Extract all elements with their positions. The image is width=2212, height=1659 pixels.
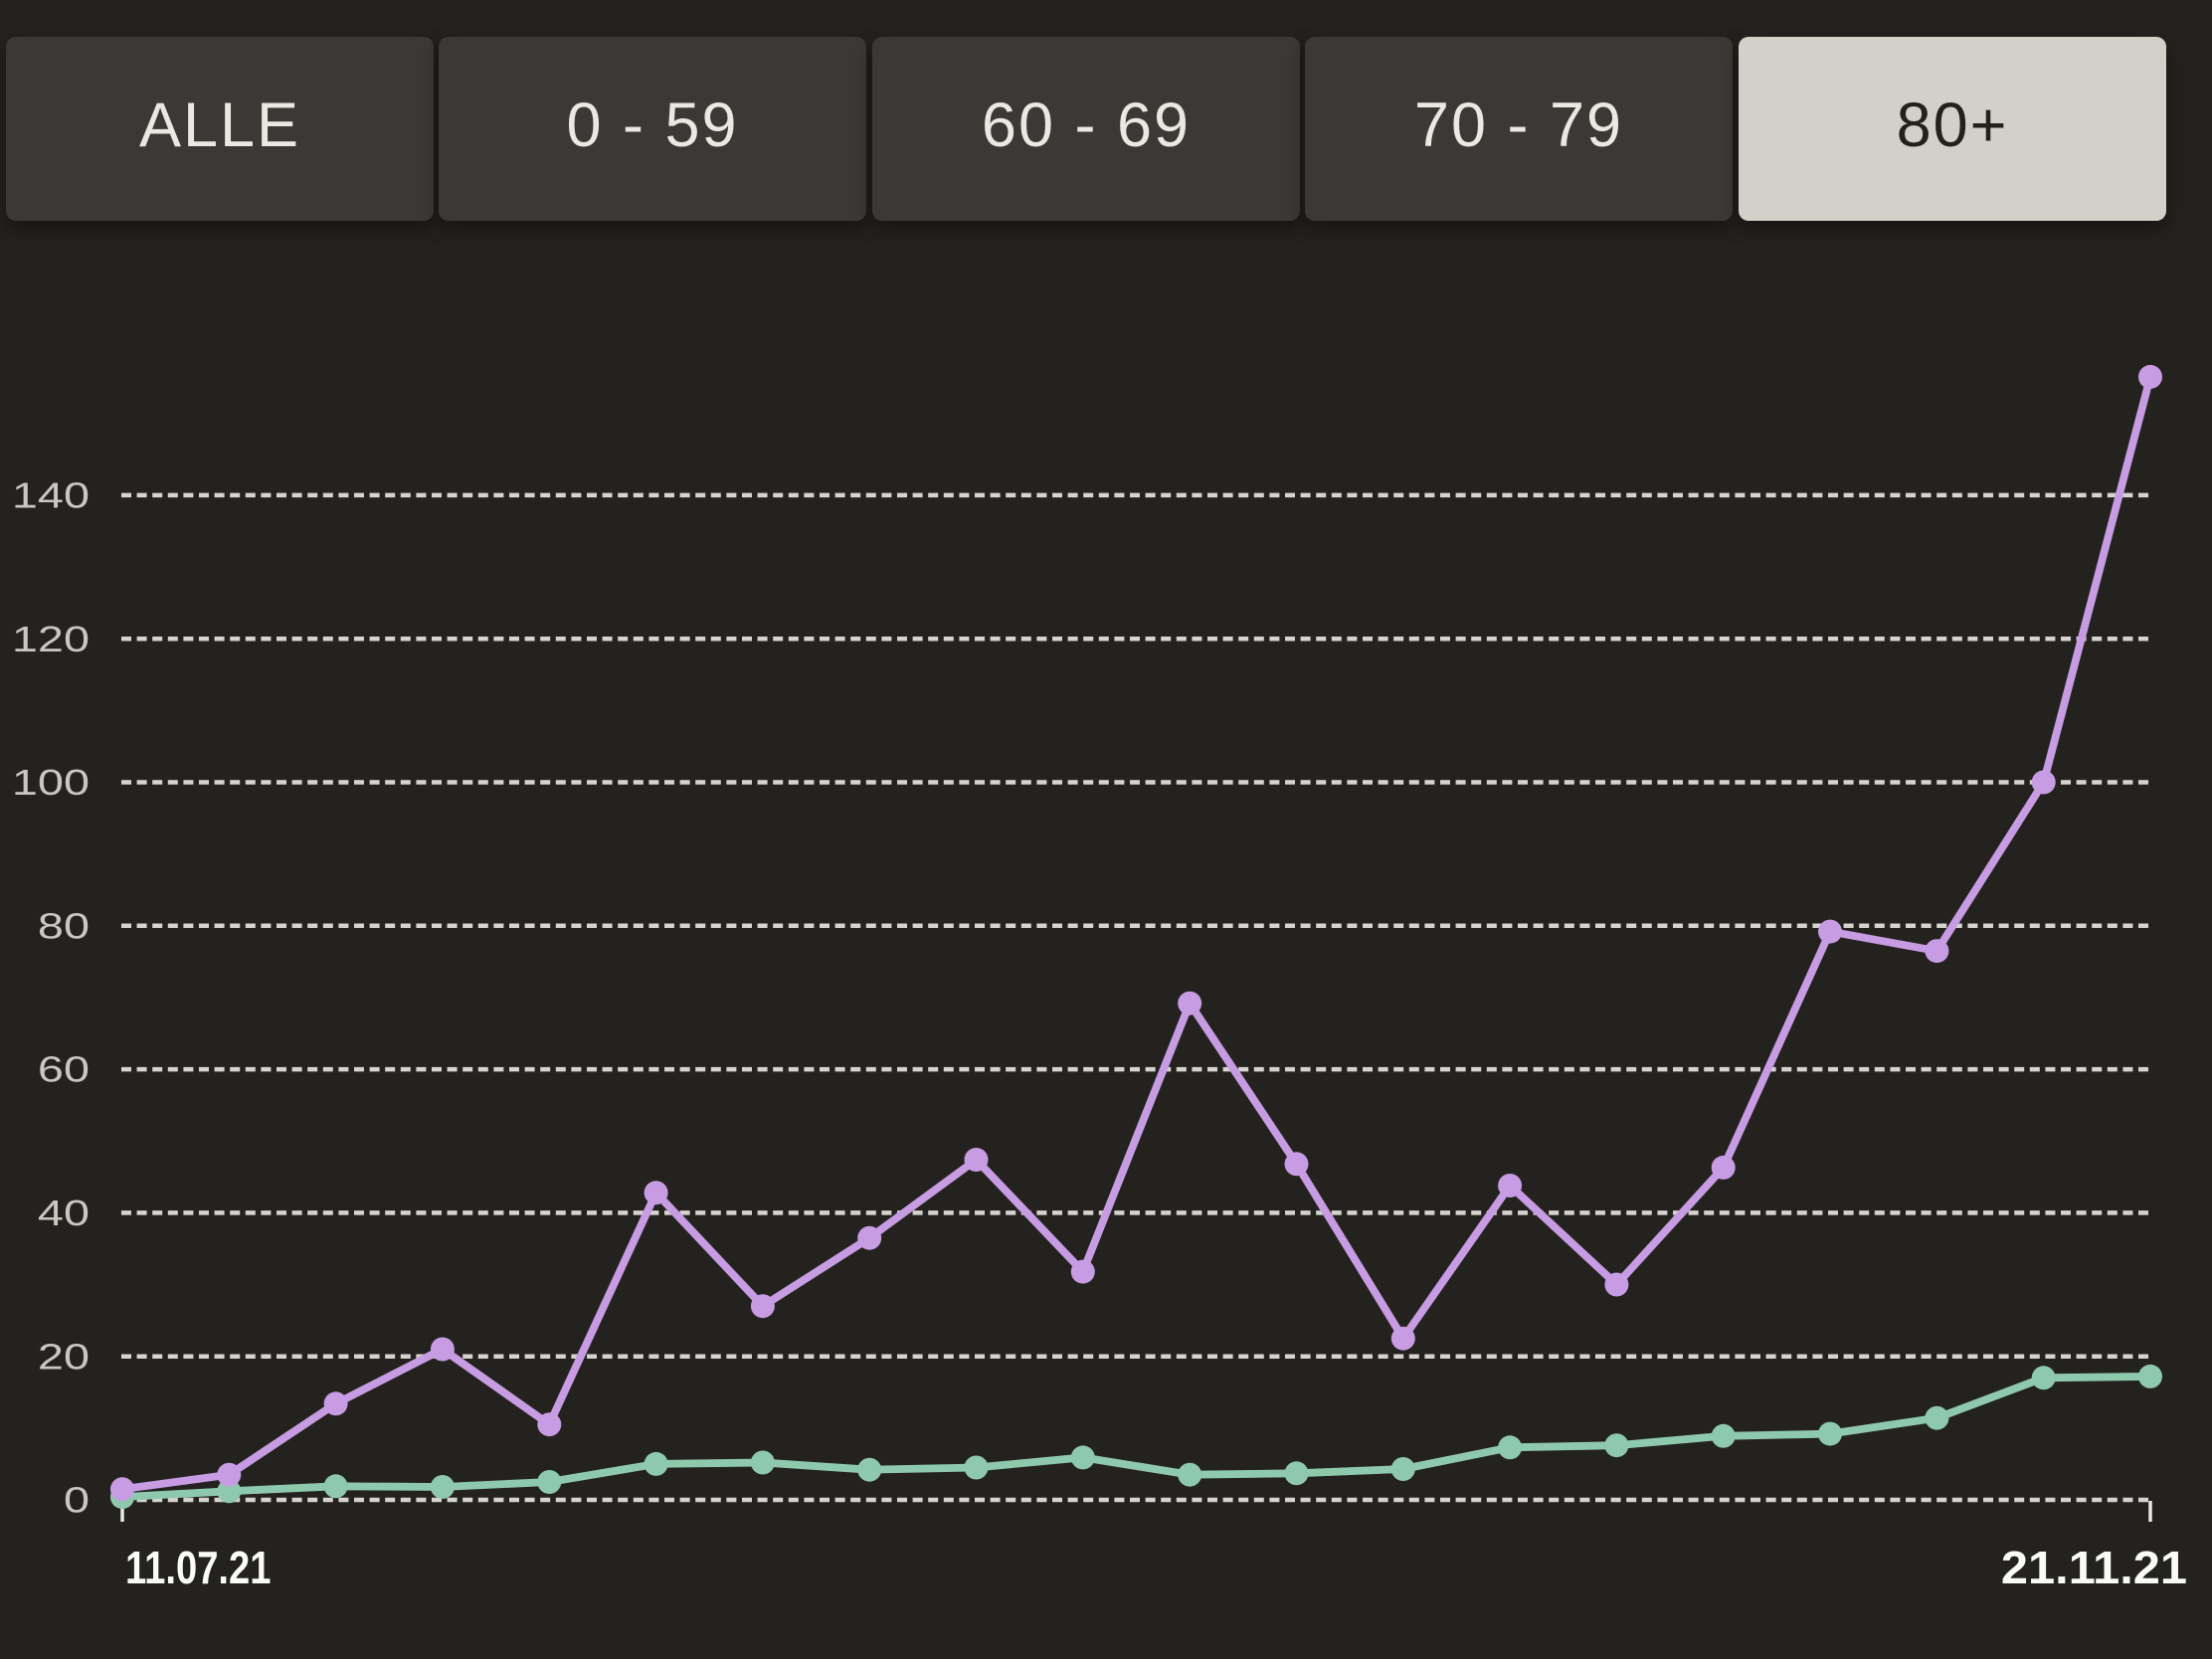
svg-text:80: 80	[38, 906, 90, 947]
svg-text:60: 60	[38, 1049, 90, 1090]
svg-text:120: 120	[12, 619, 90, 659]
svg-text:21.11.21: 21.11.21	[2001, 1543, 2187, 1593]
svg-text:0: 0	[64, 1480, 90, 1521]
svg-text:140: 140	[12, 475, 90, 516]
svg-text:100: 100	[12, 762, 90, 803]
svg-text:11.07.21: 11.07.21	[125, 1543, 272, 1593]
svg-text:20: 20	[38, 1337, 90, 1378]
svg-text:40: 40	[38, 1193, 90, 1233]
